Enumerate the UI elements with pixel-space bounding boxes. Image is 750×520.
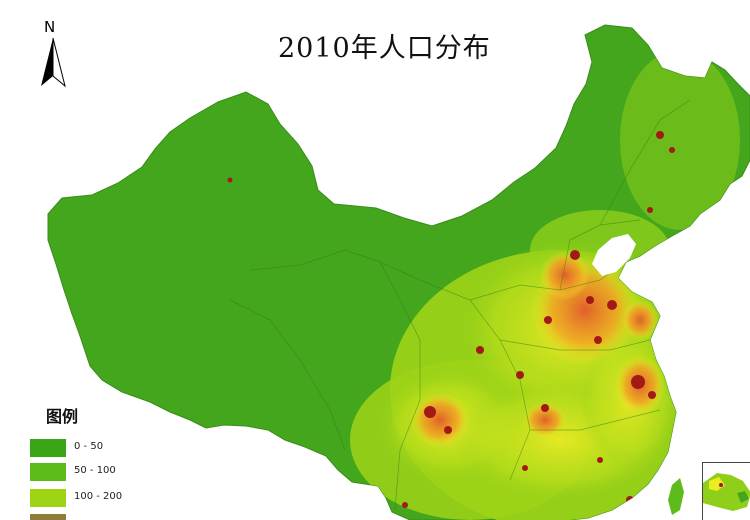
legend-swatch (30, 463, 66, 481)
legend-item: 50 - 100 (30, 463, 200, 483)
legend-swatch (30, 514, 66, 520)
south-china-sea-inset (702, 462, 750, 520)
map-title: 2010年人口分布 (278, 33, 491, 64)
legend-item (30, 514, 200, 520)
legend-title: 图例 (46, 407, 79, 426)
legend-swatch (30, 489, 66, 507)
north-arrow-icon (41, 38, 66, 88)
map-legend: 图例 0 - 50 50 - 100 100 - 200 (30, 403, 200, 520)
legend-item: 100 - 200 (30, 489, 200, 509)
legend-label: 0 - 50 (74, 441, 104, 452)
legend-swatch (30, 439, 66, 457)
inset-map (703, 473, 750, 511)
legend-label: 50 - 100 (74, 465, 116, 476)
density-layers (227, 50, 740, 520)
legend-label: 100 - 200 (74, 491, 123, 502)
urban-cores (227, 131, 675, 508)
bohai-sea (592, 234, 636, 276)
north-label: N (44, 18, 56, 36)
taiwan-island (668, 478, 684, 515)
legend-item: 0 - 50 (30, 439, 200, 459)
